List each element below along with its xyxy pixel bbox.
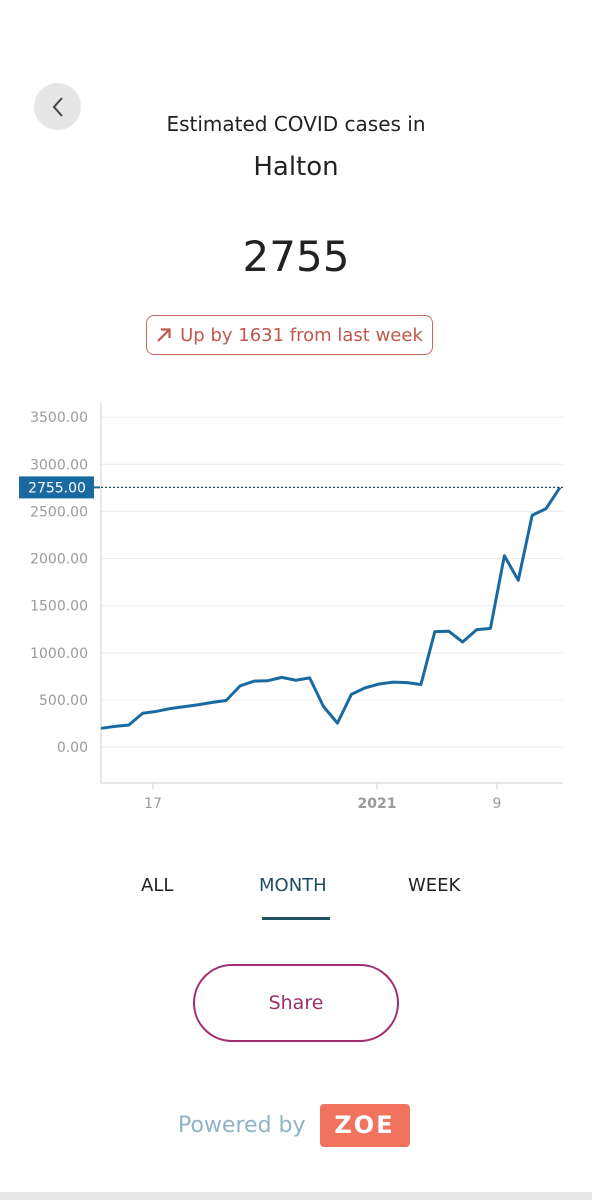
- estimated-cases-value: 2755: [242, 232, 350, 281]
- trend-badge: Up by 1631 from last week: [146, 315, 433, 355]
- x-tick-label: 2021: [358, 796, 397, 812]
- active-tab-indicator: [262, 917, 330, 920]
- tab-month[interactable]: MONTH: [259, 875, 327, 896]
- share-button[interactable]: Share: [193, 964, 399, 1042]
- y-tick-label: 500.00: [39, 693, 88, 709]
- page-subtitle: Estimated COVID cases in: [166, 112, 426, 136]
- powered-by: Powered by ZOE: [178, 1103, 410, 1147]
- zoe-logo: ZOE: [319, 1103, 410, 1147]
- y-tick-label: 2500.00: [30, 504, 88, 520]
- y-tick-label: 1000.00: [30, 646, 88, 662]
- trend-text: Up by 1631 from last week: [180, 324, 423, 346]
- arrow-up-right-icon: [157, 328, 171, 342]
- cases-line-chart: 3500.00 3000.00 2500.00 2000.00 1500.00 1000.…: [19, 403, 563, 812]
- x-tick-label: 9: [493, 796, 502, 812]
- y-tick-label: 3000.00: [30, 457, 88, 473]
- current-value-tag: [19, 476, 94, 499]
- current-value-label: 2755.00: [28, 480, 86, 496]
- x-tick-label: 17: [144, 796, 162, 812]
- chevron-left-icon: [52, 96, 63, 117]
- powered-by-text: Powered by: [178, 1112, 306, 1138]
- y-tick-label: 3500.00: [30, 410, 88, 426]
- tab-week[interactable]: WEEK: [408, 875, 461, 896]
- region-name: Halton: [253, 152, 339, 182]
- cases-series-line: [100, 486, 562, 730]
- tab-all[interactable]: ALL: [141, 875, 174, 896]
- y-tick-label: 2000.00: [30, 552, 88, 568]
- back-button[interactable]: [34, 83, 81, 130]
- y-tick-label: 1500.00: [30, 599, 88, 615]
- y-tick-label: 0.00: [57, 740, 88, 756]
- bottom-bar: [0, 1192, 592, 1200]
